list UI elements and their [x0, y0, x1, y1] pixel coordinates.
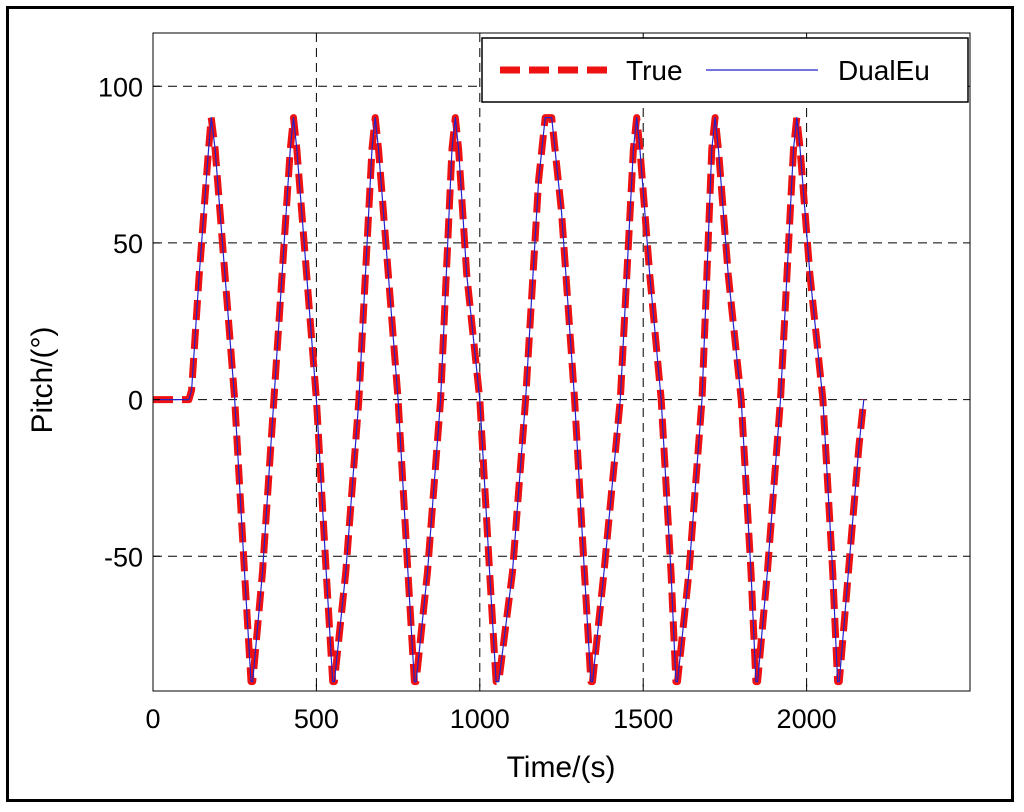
y-tick-label: -50: [104, 542, 143, 572]
series-layer: [153, 114, 868, 686]
x-tick-label: 1500: [613, 704, 673, 734]
legend: True DualEu: [481, 37, 969, 103]
legend-dualeu-label: DualEu: [838, 55, 930, 86]
y-tick-label: 0: [128, 386, 143, 416]
legend-true-label: True: [626, 55, 683, 86]
y-tick-label: 50: [113, 229, 143, 259]
series-line-dualeu: [153, 116, 865, 683]
tick-labels: 0 500 1000 1500 2000 -50 0 50 100: [98, 72, 837, 734]
x-axis-label: Time/(s): [507, 751, 616, 784]
y-tick-label: 100: [98, 72, 143, 102]
x-tick-label: 500: [294, 704, 339, 734]
x-tick-label: 2000: [777, 704, 837, 734]
x-tick-label: 0: [145, 704, 160, 734]
y-axis-label: Pitch/(°): [26, 326, 59, 433]
plot-border: [152, 32, 971, 692]
x-tick-label: 1000: [450, 704, 510, 734]
